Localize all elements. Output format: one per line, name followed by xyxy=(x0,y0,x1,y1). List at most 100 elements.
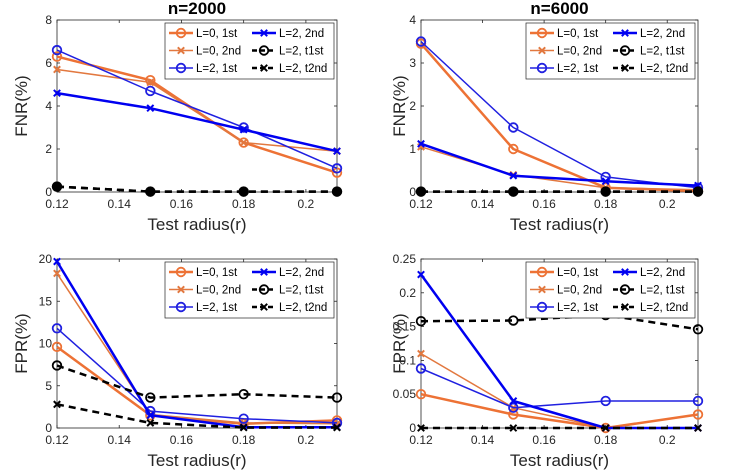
chart-0-series-2-point xyxy=(331,163,343,174)
chart-0-series-0-line xyxy=(56,55,338,174)
chart-0-legend-label: L=2, t1st xyxy=(279,46,324,58)
chart-1-ytick-label: 4 xyxy=(409,13,416,27)
chart-2-ytick-label: 10 xyxy=(39,337,53,351)
chart-0-legend-item: L=0, 2nd xyxy=(169,46,241,58)
chart-2-legend-box xyxy=(164,261,335,319)
chart-1-legend-swatch-marker xyxy=(538,46,546,55)
chart-3-legend-label: L=2, 1st xyxy=(557,302,599,314)
chart-1-series-3-line xyxy=(420,142,699,187)
chart-0-series-3-point-stroke-b xyxy=(239,125,248,134)
chart-1-legend-item: L=0, 1st xyxy=(530,27,599,40)
chart-3-xtick-label: 0.16 xyxy=(532,433,556,447)
chart-2-series-2-point xyxy=(238,413,249,424)
chart-3-ytick-label: 0 xyxy=(409,421,416,435)
chart-0-series-5-point xyxy=(146,187,155,196)
chart-2-series-0-point xyxy=(51,341,63,353)
chart-2-series-3-point xyxy=(53,257,61,266)
chart-3-legend-swatch-marker xyxy=(621,303,629,311)
chart-1-series-5 xyxy=(417,187,702,196)
chart-3-series-1-point-stroke-b xyxy=(417,349,425,358)
chart-2-series-5-point-stroke-b xyxy=(333,423,341,432)
chart-1-series-5-point xyxy=(417,187,425,196)
chart-2-legend-swatch-marker-stroke-b xyxy=(260,268,268,276)
chart-0-series-3-point-stroke-b xyxy=(146,104,155,113)
chart-2-series-3-point xyxy=(146,411,155,420)
chart-0-ytick-label: 4 xyxy=(45,99,52,113)
chart-3-series-2-line xyxy=(420,367,698,409)
chart-3-series-2-point xyxy=(600,395,611,407)
chart-2-legend-swatch-marker xyxy=(260,268,268,276)
chart-3-series-5-point xyxy=(509,424,518,432)
chart-3-xtick-label: 0.18 xyxy=(594,433,618,447)
chart-1-legend-swatch-marker-stroke-b xyxy=(621,29,629,37)
chart-0-series-5 xyxy=(53,182,341,196)
chart-3-xtick-label: 0.2 xyxy=(659,433,676,447)
chart-3-series-4-point xyxy=(508,315,519,326)
chart-2-series-5-point-stroke-b xyxy=(239,423,248,432)
chart-0-legend-item: L=2, t1st xyxy=(252,45,324,58)
chart-0-series-0-point xyxy=(145,74,156,86)
chart-3-legend-swatch-marker xyxy=(538,285,546,294)
chart-2-legend: L=0, 1st L=2, 2nd L=0, 2nd L=2, t1st L=2, 1s… xyxy=(164,261,335,319)
chart-2-legend-swatch-marker xyxy=(260,303,268,311)
chart-0-legend-label: L=0, 1st xyxy=(196,28,238,40)
chart-0-series-3-point-stroke-b xyxy=(53,89,61,98)
chart-1-xtick-label: 0.16 xyxy=(532,197,556,211)
chart-1-legend-swatch-marker xyxy=(621,29,629,37)
chart-2-legend-label: L=2, t2nd xyxy=(279,302,327,314)
chart-0-series-1-point xyxy=(146,78,155,87)
chart-2-legend-item: L=2, 2nd xyxy=(252,267,324,279)
chart-0-legend-swatch-marker-stroke-b xyxy=(260,29,268,37)
chart-1-legend: L=0, 1st L=2, 2nd L=0, 2nd L=2, t1st L=2, 1s… xyxy=(525,22,696,80)
chart-3-legend-item: L=2, 1st xyxy=(530,301,599,314)
chart-0-title: n=2000 xyxy=(168,0,226,18)
chart-0-series-5-point-stroke-b xyxy=(146,187,155,196)
chart-0-legend-label: L=2, 1st xyxy=(196,63,238,75)
chart-2-series-1-point-stroke-b xyxy=(53,269,61,278)
chart-3-ytick-label: 0.2 xyxy=(399,286,416,300)
chart-3-legend-swatch-marker-stroke-b xyxy=(621,268,629,276)
chart-2-series-5 xyxy=(53,400,341,432)
chart-0-series-0-point xyxy=(331,167,343,178)
chart-1-series-3-point xyxy=(417,139,425,148)
chart-1-legend-swatch-marker xyxy=(536,27,548,39)
chart-2-series-4-point xyxy=(331,392,343,403)
chart-0-legend-swatch-marker-stroke-b xyxy=(260,64,268,72)
chart-3-series-2-point xyxy=(508,402,519,413)
chart-2-legend-swatch-marker xyxy=(177,285,185,294)
chart-1-xtick-label: 0.12 xyxy=(409,197,433,211)
chart-1-series-2-point xyxy=(508,122,519,133)
chart-0-series-1-point-stroke-b xyxy=(146,78,155,87)
chart-2-series-4-point xyxy=(238,389,249,400)
chart-3-legend-item: L=2, t1st xyxy=(613,284,685,297)
chart-3-series-3-point-stroke-b xyxy=(509,397,518,405)
chart-0-series-2-point xyxy=(51,44,63,56)
chart-2-xtick-label: 0.18 xyxy=(232,433,256,447)
chart-3-series-5-point-stroke-b xyxy=(694,424,702,432)
chart-2-series-5-point xyxy=(239,423,248,432)
chart-0-ytick-label: 8 xyxy=(45,13,52,27)
chart-0-series-1-point-stroke-b xyxy=(53,65,61,74)
chart-0-series-3-line xyxy=(56,91,338,153)
chart-3-series-3-point xyxy=(509,397,518,405)
chart-3-ytick-label: 0.1 xyxy=(399,353,416,367)
chart-2-series-5-point xyxy=(146,419,155,427)
chart-2-xtick-label: 0.12 xyxy=(45,433,69,447)
chart-3-legend: L=0, 1st L=2, 2nd L=0, 2nd L=2, t1st L=2, 1s… xyxy=(525,261,696,319)
chart-3-series-5-point-stroke-b xyxy=(417,424,425,432)
chart-0-series-5-line xyxy=(56,185,337,193)
chart-2-legend-label: L=0, 1st xyxy=(196,267,238,279)
chart-2-series-2-line xyxy=(56,327,338,424)
chart-3-legend-label: L=2, t1st xyxy=(640,285,685,297)
chart-2-ytick-label: 15 xyxy=(39,294,53,308)
chart-0-series-3-point xyxy=(146,104,155,113)
chart-0-xtick-label: 0.12 xyxy=(45,197,69,211)
chart-1-legend-item: L=0, 2nd xyxy=(530,46,602,58)
chart-3-series-0-point xyxy=(415,389,427,400)
chart-0-series-2 xyxy=(51,44,343,174)
chart-1-legend-swatch-marker-stroke-b xyxy=(621,64,629,72)
chart-2-series-3-line xyxy=(55,260,337,429)
chart-3-series-5-point xyxy=(694,424,702,432)
chart-1-legend-item: L=2, 2nd xyxy=(613,28,685,40)
